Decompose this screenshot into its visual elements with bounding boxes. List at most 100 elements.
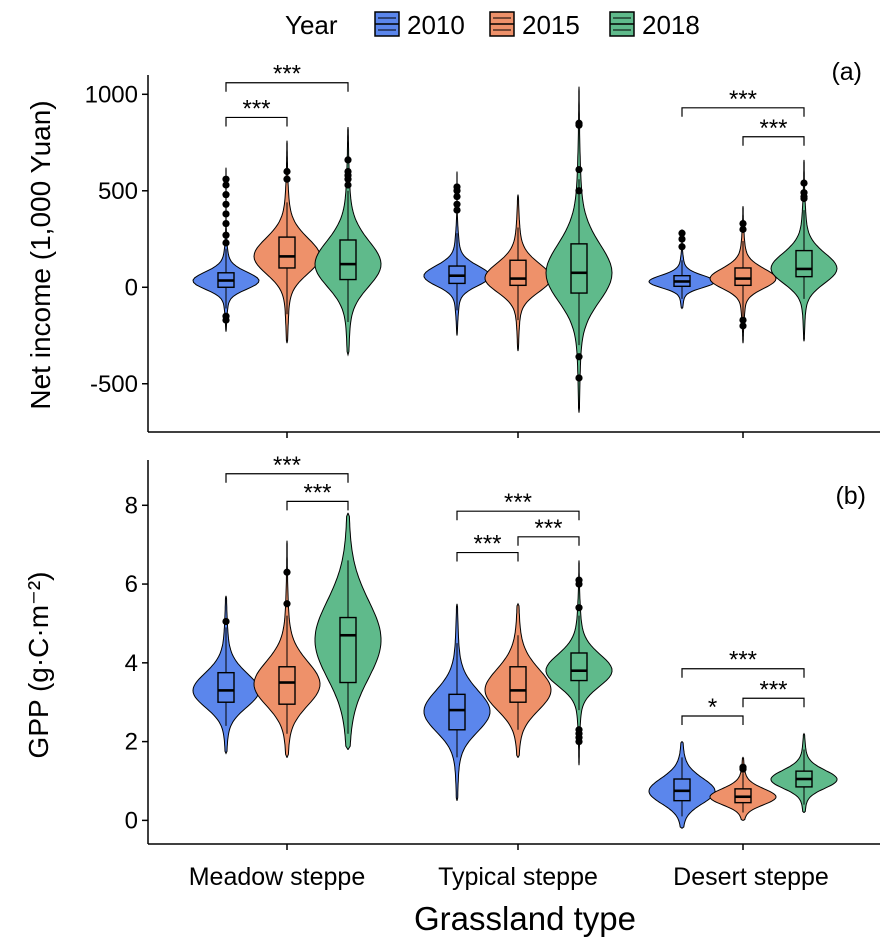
outlier-point [575, 187, 583, 195]
significance-bracket [225, 82, 349, 92]
box-2010-1 [448, 693, 466, 731]
outlier-point [222, 191, 230, 199]
y-tick-label: 1000 [85, 81, 138, 108]
outlier-point [283, 175, 291, 183]
outlier-point [344, 181, 352, 189]
outlier-point [575, 374, 583, 382]
outlier-point [678, 229, 686, 237]
significance-label: *** [473, 531, 501, 558]
y-tick-label: 0 [125, 274, 138, 301]
significance-bracket [225, 116, 288, 127]
panel-b-label: (b) [835, 482, 866, 510]
outlier-point [283, 600, 291, 608]
outlier-point [739, 765, 747, 773]
significance-bracket [742, 136, 805, 146]
legend-label-2018: 2018 [642, 10, 700, 40]
outlier-point [739, 316, 747, 324]
panel-a-label: (a) [831, 58, 862, 86]
significance-label: *** [729, 647, 757, 674]
significance-bracket [681, 107, 805, 117]
box-2018-0 [339, 616, 357, 684]
outlier-point [222, 175, 230, 183]
outlier-point [222, 181, 230, 189]
outlier-point [222, 219, 230, 228]
box-2015-1 [509, 666, 527, 703]
category-label-typical: Typical steppe [438, 863, 598, 891]
outlier-point [739, 322, 747, 330]
y-tick-label: -500 [90, 371, 138, 398]
outlier-point [222, 316, 230, 324]
panel-b-y-axis-title: GPP (g·C·m⁻²) [23, 572, 54, 759]
significance-label: *** [534, 515, 562, 542]
outlier-point [344, 156, 352, 164]
outlier-point [800, 179, 808, 187]
significance-label: *** [504, 489, 532, 516]
legend: Year 2010 2015 2018 [285, 10, 700, 40]
significance-label: *** [273, 452, 301, 479]
outlier-point [344, 175, 352, 183]
box-2015-0 [278, 666, 296, 705]
outlier-point [283, 167, 291, 176]
outlier-point [222, 239, 230, 247]
outlier-point [222, 617, 230, 626]
box-2015-2 [734, 267, 752, 287]
x-axis-title: Grassland type [414, 900, 636, 937]
y-tick-label: 0 [125, 807, 138, 834]
significance-bracket [286, 500, 349, 511]
box-2018-0 [339, 239, 357, 281]
y-tick-label: 500 [98, 178, 138, 205]
y-tick-label: 4 [125, 650, 138, 677]
significance-bracket [456, 551, 519, 562]
outlier-point [283, 568, 291, 576]
outlier-point [453, 192, 461, 201]
significance-bracket [742, 697, 805, 708]
y-tick-label: 6 [125, 571, 138, 598]
significance-label: *** [759, 115, 787, 142]
outlier-point [575, 121, 583, 129]
significance-label: *** [242, 95, 270, 122]
legend-title: Year [285, 10, 338, 40]
significance-bracket [517, 536, 580, 546]
outlier-point [453, 187, 461, 195]
outlier-point [222, 200, 230, 208]
significance-label: *** [303, 479, 331, 506]
outlier-point [575, 580, 583, 588]
significance-bracket [225, 473, 349, 483]
box-2018-2 [795, 249, 813, 278]
box-2018-1 [570, 652, 588, 682]
category-label-meadow: Meadow steppe [189, 863, 366, 891]
significance-bracket [456, 510, 580, 521]
legend-label-2010: 2010 [407, 10, 465, 40]
legend-label-2015: 2015 [522, 10, 580, 40]
significance-label: *** [759, 676, 787, 703]
category-label-desert: Desert steppe [673, 863, 829, 891]
outlier-point [222, 231, 230, 239]
outlier-point [739, 219, 747, 228]
box-2018-1 [570, 243, 588, 294]
outlier-point [800, 194, 808, 203]
box-2010-0 [217, 671, 235, 703]
significance-label: *** [273, 61, 301, 88]
significance-bracket [681, 715, 744, 725]
outlier-point [222, 210, 230, 218]
outlier-point [575, 165, 583, 174]
outlier-point [575, 738, 583, 746]
panel-a: Net income (1,000 Yuan) (a) -500 0 500 1000… [25, 58, 880, 438]
outlier-point [453, 206, 461, 214]
outlier-point [575, 353, 583, 361]
outlier-point [678, 243, 686, 251]
significance-label: *** [729, 86, 757, 113]
box-2015-1 [509, 259, 527, 287]
y-tick-label: 8 [125, 492, 138, 519]
box-2015-0 [278, 236, 296, 269]
panel-a-y-axis-title: Net income (1,000 Yuan) [25, 100, 56, 409]
y-tick-label: 2 [125, 729, 138, 756]
outlier-point [739, 225, 747, 233]
outlier-point [575, 604, 583, 612]
outlier-point [678, 235, 686, 243]
significance-label: * [708, 694, 717, 721]
outlier-point [453, 200, 461, 208]
significance-bracket [681, 668, 805, 678]
